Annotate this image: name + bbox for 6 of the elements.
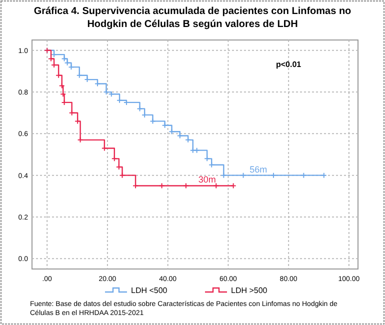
annotation: p<0.01: [276, 60, 302, 70]
annotation: 30m: [198, 174, 216, 185]
annotation: 56m: [250, 164, 268, 174]
chart-title: Gráfica 4. Supervivencia acumulada de pacientes con Linfomas no Hodgkin de Células B según valores de LDH: [34, 6, 352, 30]
legend-label: LDH <500: [131, 286, 168, 295]
legend-label: LDH >500: [231, 286, 268, 295]
